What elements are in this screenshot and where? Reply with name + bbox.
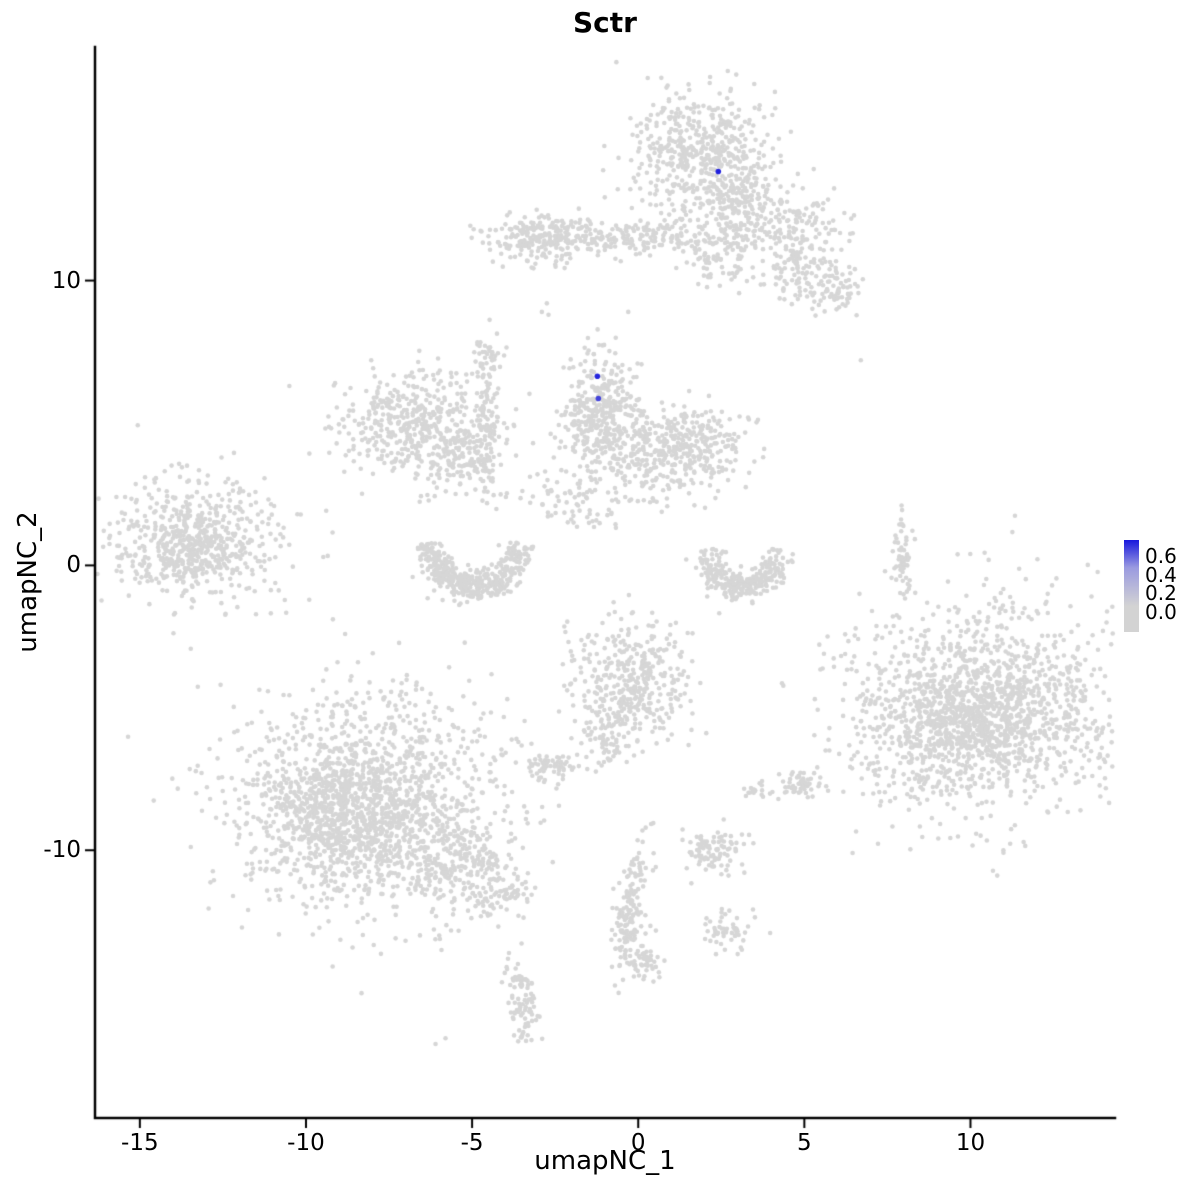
y-tick-label: 10	[51, 267, 81, 294]
x-axis-label: umapNC_1	[534, 1146, 676, 1176]
color-legend: 0.6 0.4 0.2 0.0	[1124, 540, 1200, 640]
x-tick-label: -15	[121, 1130, 159, 1156]
x-tick-label: -10	[287, 1130, 325, 1156]
x-tick-label: 10	[955, 1130, 986, 1156]
legend-label: 0.6	[1145, 544, 1177, 568]
x-tick-label: 5	[797, 1130, 812, 1156]
plot-title: Sctr	[573, 6, 637, 39]
legend-gradient-bar	[1124, 540, 1139, 632]
y-tick-label: 0	[66, 552, 81, 579]
legend-label: 0.0	[1145, 599, 1177, 624]
y-tick-label: -10	[43, 837, 81, 864]
legend-label: 0.4	[1145, 562, 1177, 587]
y-axis-label: umapNC_2	[13, 511, 43, 653]
legend-label: 0.2	[1145, 581, 1177, 605]
x-tick-label: 0	[630, 1130, 646, 1156]
x-tick-label: -5	[460, 1130, 484, 1156]
